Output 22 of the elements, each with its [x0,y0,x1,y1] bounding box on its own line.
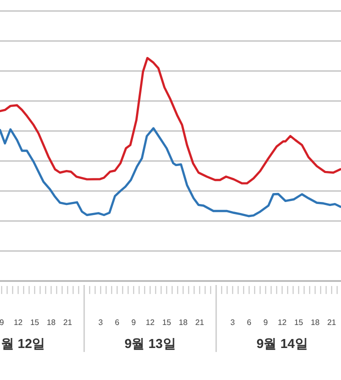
x-tick-label: 21 [327,318,337,327]
text: 9월 13일 [124,336,176,351]
x-tick-label: 12 [278,318,288,327]
x-tick-label: 3 [98,318,104,327]
x-tick-label: 9 [131,318,136,327]
x-tick-label: 9 [0,318,4,327]
x-tick-label: 18 [310,318,320,327]
x-tick-label: 6 [114,318,120,327]
x-tick-label: 15 [30,318,40,327]
x-tick-label: 3 [230,318,236,327]
x-tick-label: 18 [46,318,56,327]
x-tick-label: 6 [246,318,252,327]
x-tick-label: 12 [14,318,24,327]
x-tick-label: 9 [263,318,268,327]
x-tick-label: 15 [162,318,172,327]
x-tick-label: 18 [178,318,188,327]
x-tick-label: 21 [195,318,205,327]
x-tick-label: 21 [63,318,73,327]
x-tick-label: 12 [146,318,156,327]
text: 월 12일 [1,336,46,351]
x-tick-label: 15 [294,318,304,327]
text: 9월 14일 [256,336,308,351]
